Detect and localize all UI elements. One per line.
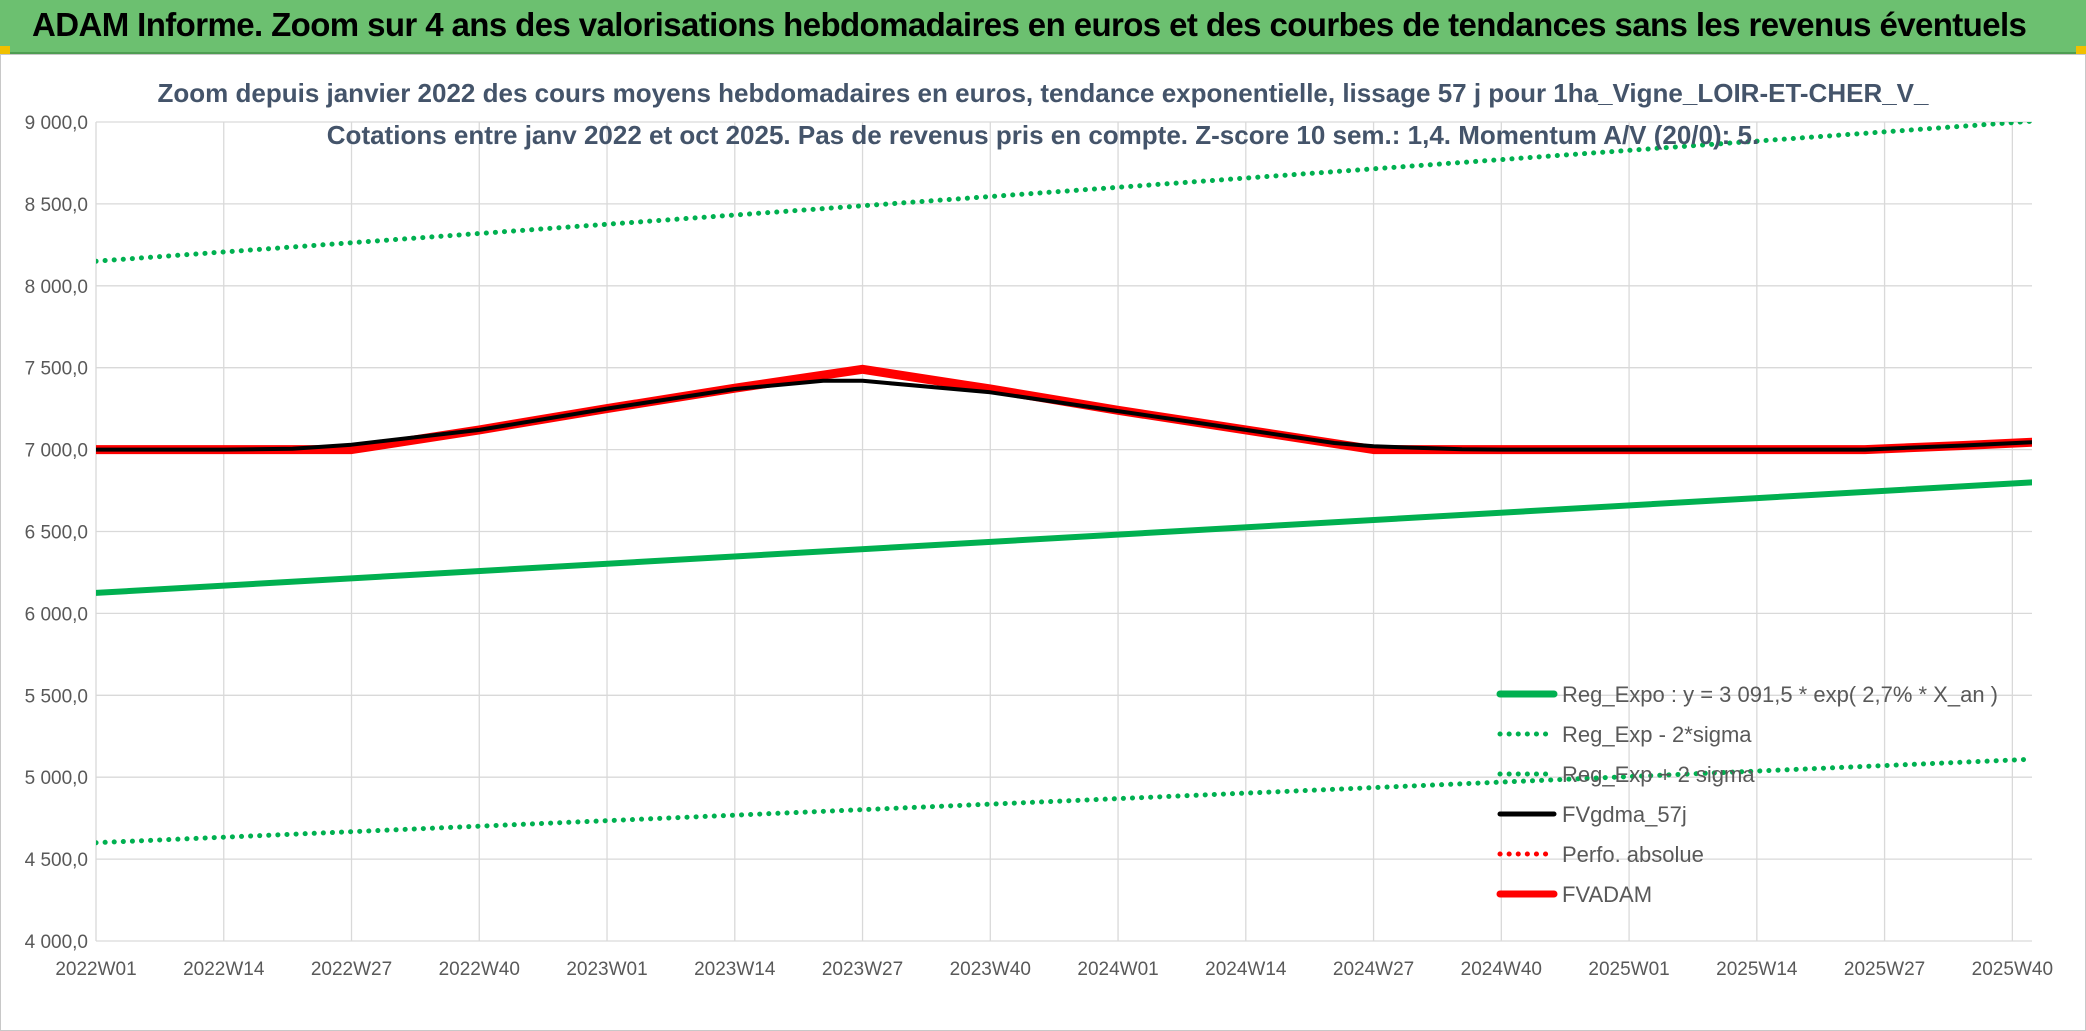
x-tick-label: 2024W27 [1333,959,1414,980]
y-tick-label: 6 500,0 [25,523,88,544]
banner-title: ADAM Informe. Zoom sur 4 ans des valoris… [32,6,2027,43]
x-tick-label: 2024W14 [1205,959,1287,980]
plot-area [96,122,2032,846]
chart-title-line-2: Cotations entre janv 2022 et oct 2025. P… [327,120,1759,150]
legend-label: Reg_Expo : y = 3 091,5 * exp( 2,7% * X_a… [1562,682,1998,707]
y-tick-label: 4 500,0 [25,850,88,871]
x-tick-label: 2024W40 [1461,959,1542,980]
y-tick-label: 6 000,0 [25,604,88,625]
corner-marker [0,46,10,54]
series-line-fvadam [96,364,2032,455]
header-banner: ADAM Informe. Zoom sur 4 ans des valoris… [0,0,2086,54]
x-tick-label: 2025W01 [1588,959,1669,980]
series-line-reg-expo [96,479,2032,596]
x-tick-label: 2024W01 [1077,959,1158,980]
legend-label: FVgdma_57j [1562,802,1687,827]
legend-label: Perfo. absolue [1562,842,1704,867]
y-axis: 4 000,0 4 500,0 5 000,0 5 500,0 6 000,0 6 500… [25,113,88,953]
x-tick-label: 2022W40 [439,959,520,980]
y-tick-label: 7 500,0 [25,359,88,380]
x-axis: 2022W01 2022W14 2022W27 2022W40 2023W01 2023W… [55,959,2053,980]
x-tick-label: 2025W27 [1844,959,1925,980]
legend-label: FVADAM [1562,882,1652,907]
corner-marker [2076,46,2086,54]
legend-label: Reg_Exp - 2*sigma [1562,722,1752,747]
line-chart: 4 000,0 4 500,0 5 000,0 5 500,0 6 000,0 6 500… [25,78,2053,980]
x-tick-label: 2023W40 [950,959,1031,980]
y-tick-label: 5 500,0 [25,686,88,707]
x-tick-label: 2025W14 [1716,959,1798,980]
legend: Reg_Expo : y = 3 091,5 * exp( 2,7% * X_a… [1496,682,1998,907]
y-tick-label: 5 000,0 [25,768,88,789]
y-tick-label: 4 000,0 [25,932,88,953]
x-tick-label: 2023W14 [694,959,776,980]
x-tick-label: 2023W01 [566,959,647,980]
x-tick-label: 2025W40 [1972,959,2053,980]
series-line-reg-exp [96,122,2032,264]
y-tick-label: 8 000,0 [25,277,88,298]
y-tick-label: 7 000,0 [25,441,88,462]
legend-label: Reg_Exp + 2 sigma [1562,762,1755,787]
x-tick-label: 2022W27 [311,959,392,980]
x-tick-label: 2023W27 [822,959,903,980]
series-line-fvgdma-57j [96,378,2032,452]
chart-title-line-1: Zoom depuis janvier 2022 des cours moyen… [158,78,1930,108]
y-tick-label: 9 000,0 [25,113,88,134]
y-tick-label: 8 500,0 [25,195,88,216]
x-tick-label: 2022W01 [55,959,136,980]
x-tick-label: 2022W14 [183,959,265,980]
grid [95,121,2032,942]
